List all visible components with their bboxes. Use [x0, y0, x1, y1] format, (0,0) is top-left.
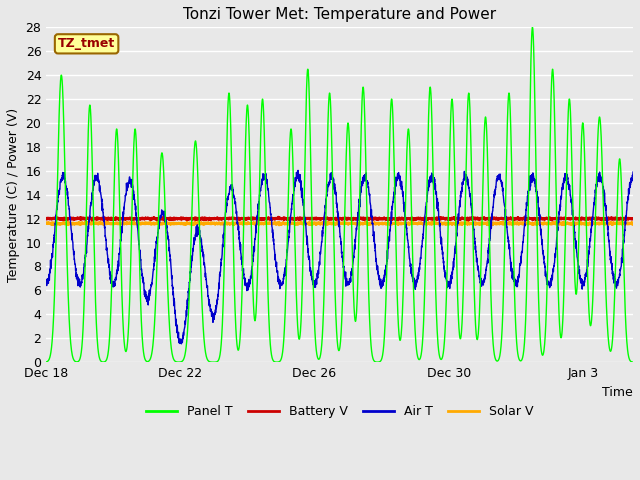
Y-axis label: Temperature (C) / Power (V): Temperature (C) / Power (V): [7, 108, 20, 282]
Legend: Panel T, Battery V, Air T, Solar V: Panel T, Battery V, Air T, Solar V: [141, 400, 539, 423]
Title: Tonzi Tower Met: Temperature and Power: Tonzi Tower Met: Temperature and Power: [183, 7, 496, 22]
Text: TZ_tmet: TZ_tmet: [58, 37, 115, 50]
X-axis label: Time: Time: [602, 385, 633, 398]
